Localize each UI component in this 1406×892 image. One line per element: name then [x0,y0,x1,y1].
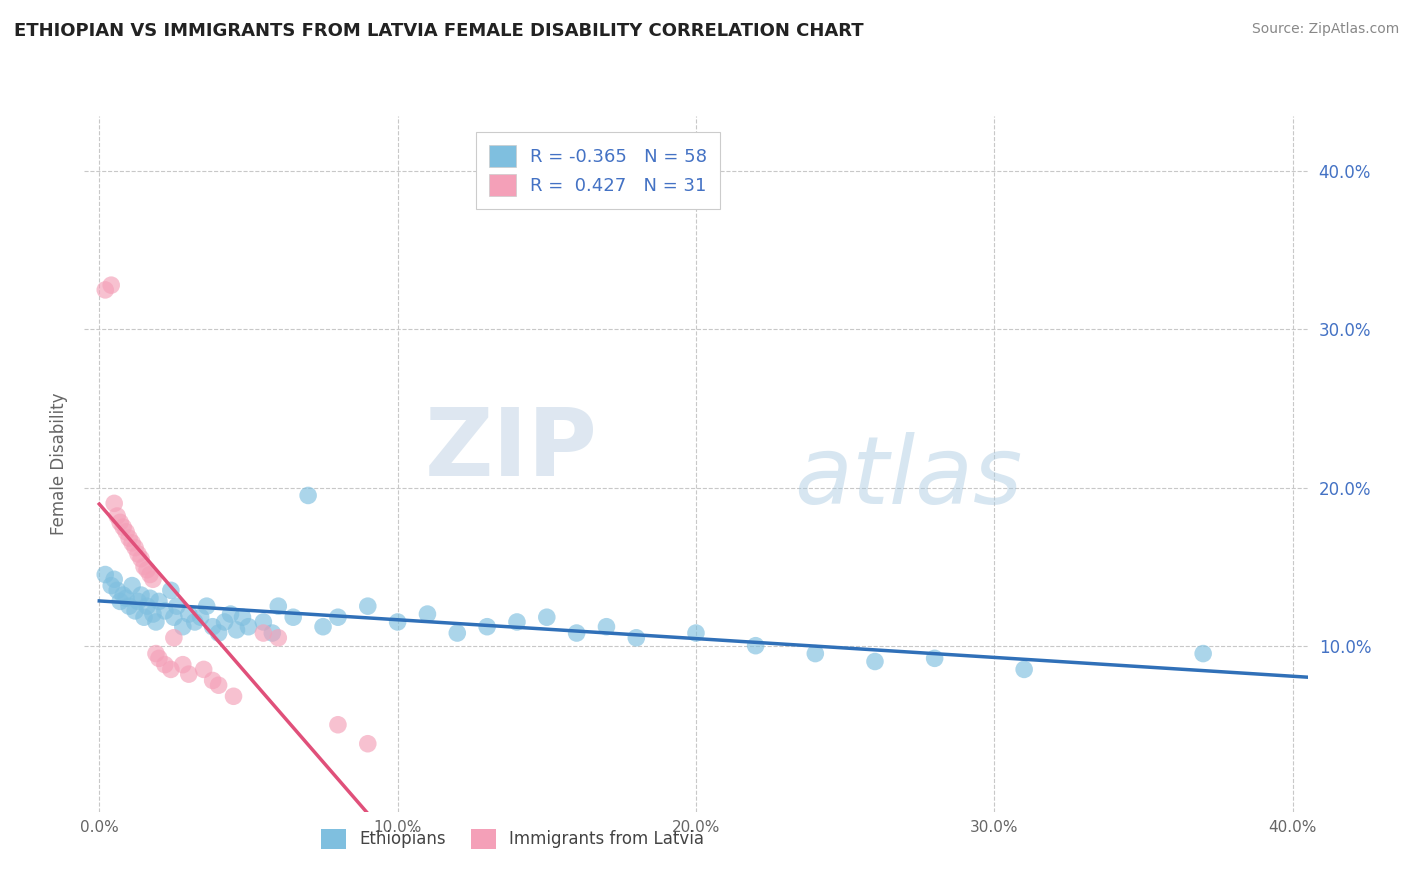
Point [153,657,176,672]
Point [166,599,188,614]
Point [145,647,167,661]
Point [124,541,146,555]
Point [238,620,260,634]
Point [94,283,117,297]
Point [475,620,498,634]
Point [127,547,149,561]
Point [195,599,218,614]
Point [804,647,827,661]
Point [172,620,194,634]
Point [262,626,284,640]
Point [145,615,167,629]
Point [193,662,215,676]
Point [744,639,766,653]
Point [132,559,155,574]
Point [103,572,125,586]
Point [184,615,207,629]
Point [108,594,131,608]
Point [142,572,165,586]
Point [863,655,886,669]
Point [231,610,253,624]
Text: Source: ZipAtlas.com: Source: ZipAtlas.com [1251,22,1399,37]
Point [112,588,135,602]
Y-axis label: Female Disability: Female Disability [51,392,69,535]
Point [108,516,131,530]
Point [326,610,349,624]
Point [1012,662,1035,676]
Point [506,615,529,629]
Point [121,536,143,550]
Point [118,531,141,545]
Point [129,588,152,602]
Point [326,717,349,731]
Point [177,607,200,621]
Point [283,610,305,624]
Point [190,610,212,624]
Point [148,594,170,608]
Point [136,563,159,577]
Point [160,583,183,598]
Point [312,620,335,634]
Point [127,594,149,608]
Point [207,626,229,640]
Point [267,631,290,645]
Point [124,604,146,618]
Point [357,599,380,614]
Point [136,599,159,614]
Point [160,662,183,676]
Point [112,520,135,534]
Point [1192,647,1215,661]
Point [595,620,617,634]
Text: atlas: atlas [794,433,1022,524]
Point [94,567,117,582]
Point [100,278,122,293]
Point [163,631,186,645]
Point [267,599,290,614]
Text: ZIP: ZIP [425,404,598,496]
Point [121,578,143,592]
Point [177,667,200,681]
Point [163,610,186,624]
Point [685,626,707,640]
Point [387,615,409,629]
Point [139,591,162,606]
Point [148,651,170,665]
Point [214,615,236,629]
Point [446,626,468,640]
Point [118,599,141,614]
Point [100,578,122,592]
Point [252,626,274,640]
Point [132,610,155,624]
Point [536,610,558,624]
Point [357,737,380,751]
Point [252,615,274,629]
Point [924,651,946,665]
Point [416,607,439,621]
Point [201,673,224,688]
Point [115,591,138,606]
Point [139,567,162,582]
Point [225,623,247,637]
Point [103,496,125,510]
Point [219,607,242,621]
Legend: Ethiopians, Immigrants from Latvia: Ethiopians, Immigrants from Latvia [314,822,711,855]
Point [142,607,165,621]
Point [105,508,128,523]
Point [222,690,245,704]
Point [626,631,648,645]
Point [153,604,176,618]
Point [201,620,224,634]
Point [207,678,229,692]
Point [297,488,319,502]
Point [172,657,194,672]
Point [105,583,128,598]
Point [129,551,152,566]
Point [565,626,588,640]
Point [115,524,138,539]
Text: ETHIOPIAN VS IMMIGRANTS FROM LATVIA FEMALE DISABILITY CORRELATION CHART: ETHIOPIAN VS IMMIGRANTS FROM LATVIA FEMA… [14,22,863,40]
